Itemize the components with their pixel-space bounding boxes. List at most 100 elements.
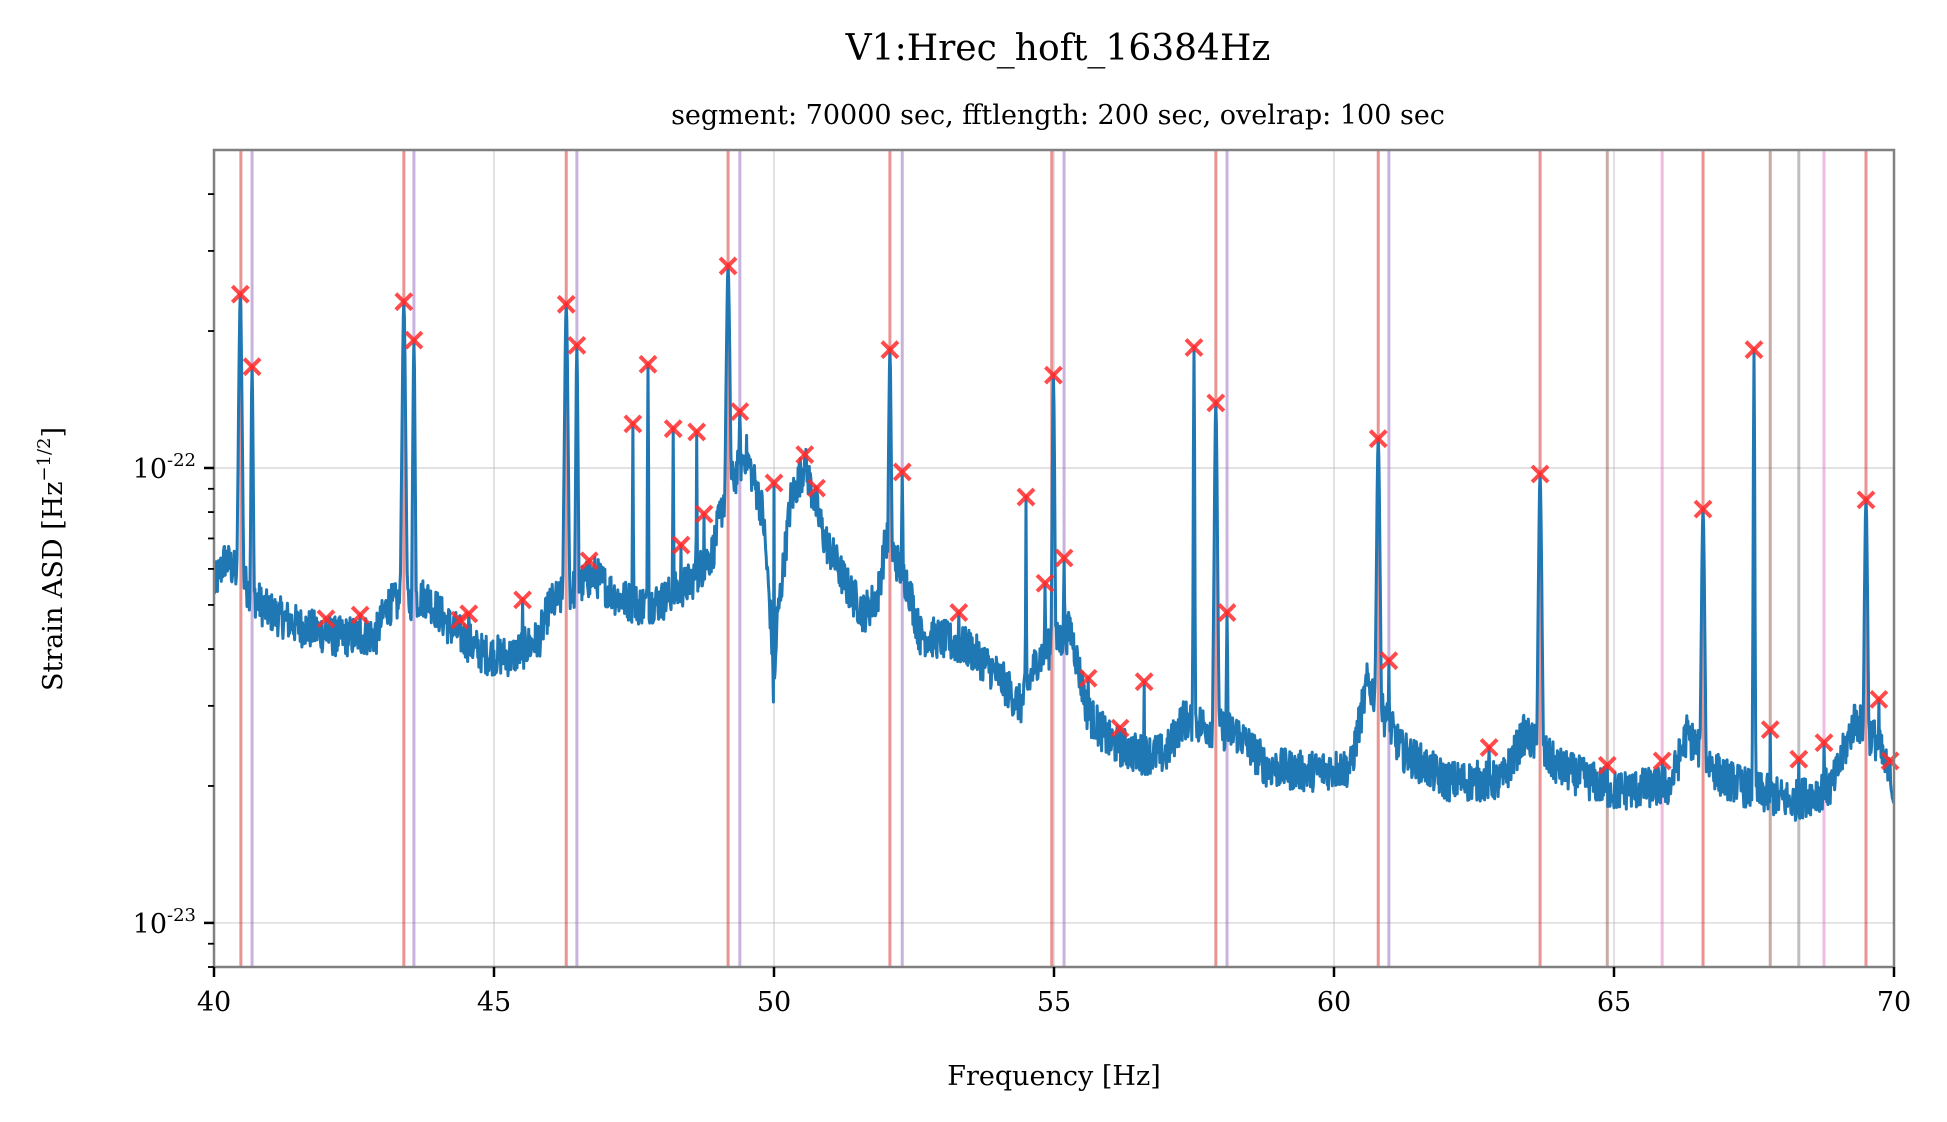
peak-marker <box>556 294 576 314</box>
asd-line <box>214 264 1894 822</box>
peak-marker-stroke <box>1206 393 1226 413</box>
peak-marker-stroke <box>1217 603 1237 622</box>
peak-marker-stroke <box>579 551 599 571</box>
peak-marker-stroke <box>671 535 691 555</box>
peak-marker <box>394 292 414 312</box>
peak-marker <box>764 473 784 493</box>
peak-marker <box>1044 365 1063 385</box>
peak-marker <box>1652 751 1672 771</box>
asd-series <box>214 264 1894 822</box>
peak-marker-stroke <box>1652 751 1672 771</box>
peak-marker <box>1814 733 1834 753</box>
peak-marker-stroke <box>1110 718 1130 738</box>
peak-marker-stroke <box>1379 651 1399 671</box>
peak-marker-stroke <box>1856 490 1876 510</box>
peak-marker <box>1379 651 1399 671</box>
x-axis-ticks: 40 45 50 55 60 65 70 <box>197 967 1911 1018</box>
peak-marker <box>1530 464 1550 484</box>
peak-marker <box>350 605 370 625</box>
peak-marker <box>242 357 262 377</box>
peak-marker <box>1110 718 1130 738</box>
x-tick-label: 50 <box>757 987 791 1018</box>
peak-marker <box>1206 393 1226 413</box>
peak-marker <box>1134 672 1154 692</box>
peak-marker-stroke <box>1044 365 1063 385</box>
peak-marker-stroke <box>404 330 424 350</box>
peak-marker-stroke <box>795 445 815 465</box>
peak-marker-stroke <box>1134 672 1154 692</box>
peak-marker-stroke <box>718 256 738 276</box>
peak-marker-stroke <box>1760 720 1780 740</box>
chart-subtitle: segment: 70000 sec, fftlength: 200 sec, … <box>671 100 1445 131</box>
peak-marker-stroke <box>556 294 576 314</box>
peak-marker-stroke <box>394 292 414 312</box>
x-tick-label: 55 <box>1037 987 1071 1018</box>
peak-marker <box>1479 738 1499 757</box>
reference-lines <box>239 150 1868 967</box>
peak-marker-stroke <box>638 354 658 374</box>
peak-marker <box>638 354 658 374</box>
peak-marker-stroke <box>1054 548 1074 568</box>
peak-marker <box>1035 573 1055 593</box>
peak-marker-stroke <box>892 462 912 482</box>
y-tick-label: 10-22 <box>133 450 196 485</box>
y-tick-base: 10 <box>133 454 167 485</box>
peak-marker-stroke <box>764 473 784 493</box>
y-axis-label: Strain ASD [Hz−1/2] <box>34 427 69 691</box>
peak-marker-stroke <box>1597 755 1617 775</box>
peak-marker <box>1016 487 1036 507</box>
peak-marker <box>1880 751 1900 771</box>
peak-marker <box>404 330 424 350</box>
peak-marker <box>1760 720 1780 740</box>
peak-marker-stroke <box>687 422 707 442</box>
peak-marker-stroke <box>1789 749 1809 769</box>
peak-marker <box>718 256 738 276</box>
peak-marker-stroke <box>807 478 826 498</box>
peak-marker <box>663 419 683 439</box>
peak-marker-stroke <box>1078 668 1098 688</box>
peak-marker <box>687 422 707 442</box>
peak-marker-stroke <box>1368 429 1388 449</box>
peak-marker <box>1869 689 1889 709</box>
peak-marker-stroke <box>1880 751 1900 771</box>
x-axis-label: Frequency [Hz] <box>947 1061 1160 1092</box>
peak-marker <box>1597 755 1617 775</box>
peak-marker-stroke <box>949 603 969 622</box>
peak-markers <box>230 256 1900 775</box>
chart-title: V1:Hrec_hoft_16384Hz <box>845 28 1271 69</box>
peak-marker <box>1078 668 1098 688</box>
x-tick-label: 40 <box>197 987 231 1018</box>
peak-marker-stroke <box>230 284 250 304</box>
peak-marker <box>795 445 815 465</box>
peak-marker <box>730 402 750 422</box>
peak-marker <box>1184 338 1204 357</box>
y-tick-exponent: -23 <box>167 905 196 926</box>
peak-marker <box>579 551 599 571</box>
peak-marker <box>230 284 250 304</box>
x-tick-label: 65 <box>1597 987 1631 1018</box>
peak-marker-stroke <box>880 340 900 360</box>
y-tick-label: 10-23 <box>133 905 196 940</box>
peak-marker-stroke <box>694 504 714 524</box>
peak-marker-stroke <box>1693 499 1713 519</box>
peak-marker-stroke <box>623 414 643 434</box>
y-tick-base: 10 <box>133 909 167 940</box>
peak-marker-stroke <box>1016 487 1036 507</box>
x-tick-label: 70 <box>1877 987 1911 1018</box>
peak-marker-stroke <box>1744 340 1764 360</box>
peak-marker <box>1856 490 1876 510</box>
y-axis-label-main: Strain ASD [Hz <box>38 482 69 692</box>
peak-marker-stroke <box>730 402 750 422</box>
peak-marker-stroke <box>242 357 262 377</box>
x-tick-label: 60 <box>1317 987 1351 1018</box>
peak-marker <box>671 535 691 555</box>
peak-marker-stroke <box>1479 738 1499 757</box>
peak-marker <box>459 604 479 624</box>
y-axis-label-text: Strain ASD [Hz−1/2] <box>34 427 69 691</box>
peak-marker <box>1368 429 1388 449</box>
y-axis-label-exponent: −1/2 <box>34 437 55 481</box>
peak-marker-stroke <box>316 609 336 629</box>
y-tick-exponent: -22 <box>167 450 196 471</box>
peak-marker <box>892 462 912 482</box>
